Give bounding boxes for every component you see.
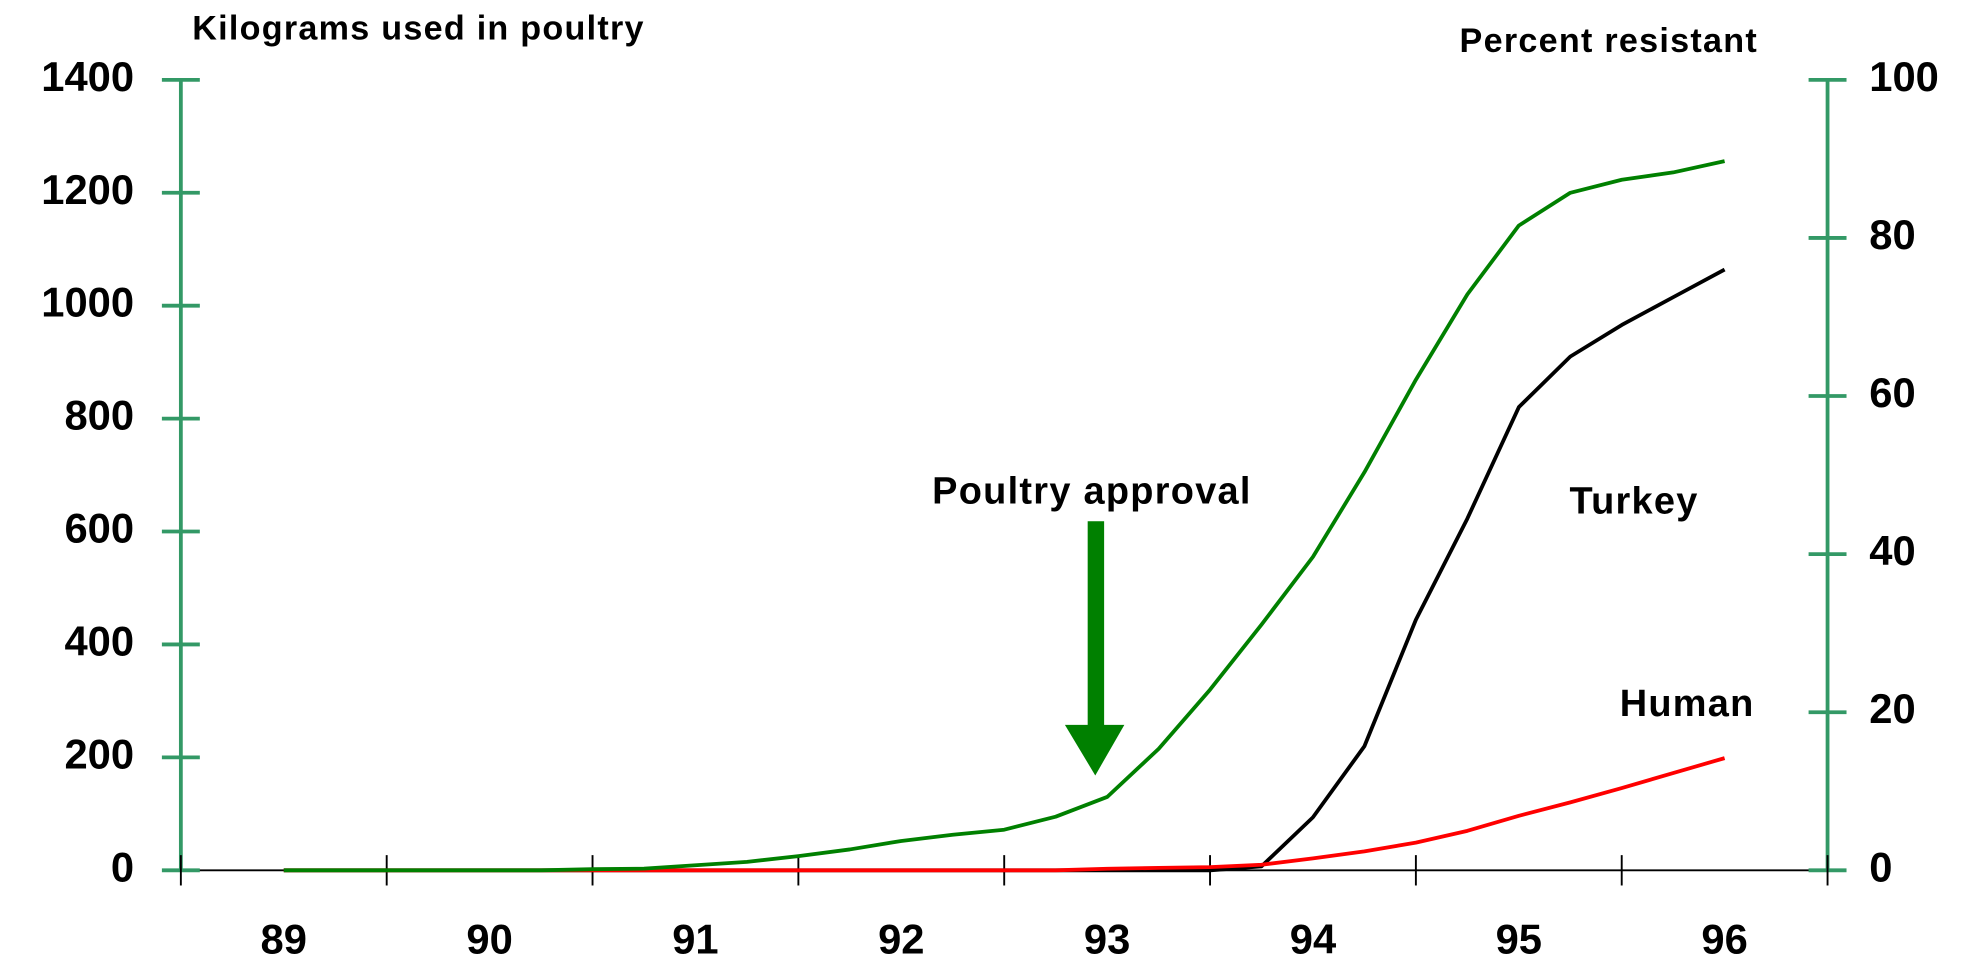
x-tick-label: 91 [672, 915, 718, 959]
x-tick-label: 92 [878, 915, 924, 959]
x-tick-label: 94 [1290, 915, 1336, 959]
series-line [283, 159, 1726, 873]
y2-tick-label: 20 [1869, 685, 1915, 732]
series-line [283, 267, 1726, 873]
y2-tick-label: 80 [1869, 211, 1915, 258]
y2-tick-label: 40 [1869, 527, 1915, 574]
y-tick-label: 1000 [41, 279, 134, 326]
x-tick-label: 93 [1084, 915, 1130, 959]
y2-tick-label: 100 [1869, 53, 1939, 100]
annotation: Poultry approval [932, 470, 1252, 512]
annotation-arrow [1087, 521, 1105, 728]
y2-tick-label: 60 [1869, 369, 1915, 416]
series-label: Turkey [1569, 481, 1698, 523]
y-tick-label: 1400 [41, 53, 134, 100]
annotation-arrowhead [1064, 724, 1125, 776]
y-tick-label: 0 [111, 843, 134, 890]
y-axis-title: Kilograms used in poultry [192, 10, 645, 48]
y-tick-label: 200 [64, 730, 134, 777]
y-tick-label: 400 [64, 617, 134, 664]
x-tick-label: 95 [1496, 915, 1542, 959]
y-tick-label: 1200 [41, 166, 134, 213]
x-tick-label: 90 [466, 915, 512, 959]
y2-tick-label: 0 [1869, 843, 1892, 890]
y-tick-label: 600 [64, 505, 134, 552]
series-label: Human [1620, 683, 1755, 725]
x-tick-label: 96 [1701, 915, 1747, 959]
x-tick-label: 89 [261, 915, 307, 959]
series-line [283, 756, 1726, 873]
y2-axis-title: Percent resistant [1460, 22, 1758, 60]
y-tick-label: 800 [64, 392, 134, 439]
